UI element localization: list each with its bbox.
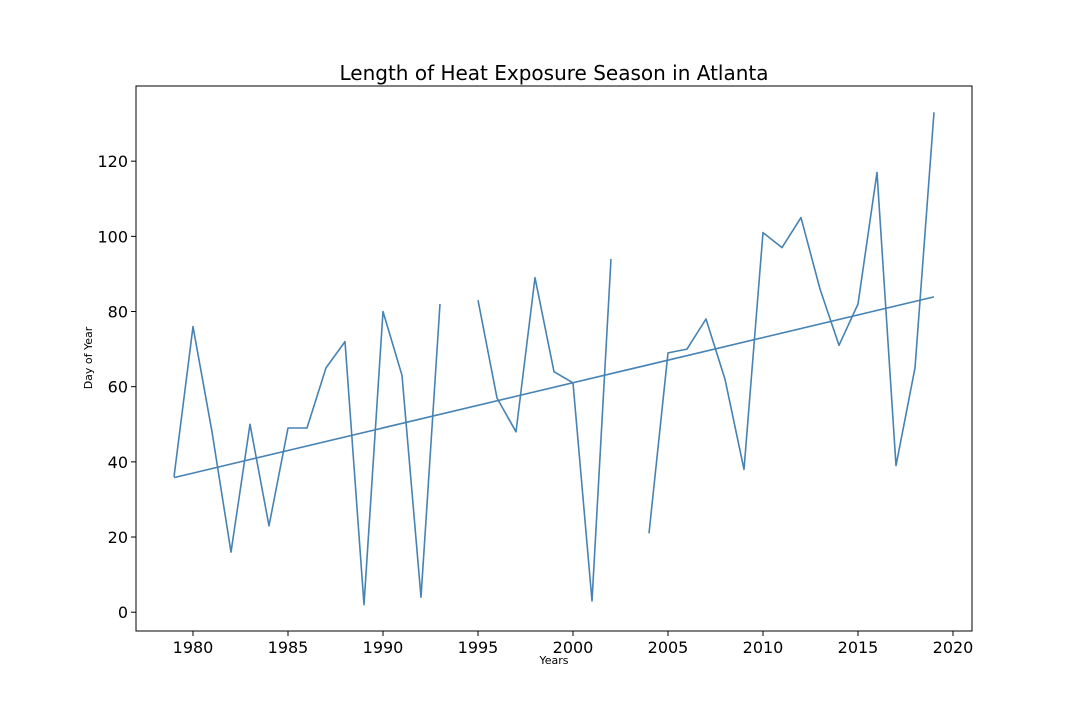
plot-frame bbox=[135, 85, 973, 632]
series-line-segment-0 bbox=[173, 303, 441, 606]
y-axis: 0 20 40 60 80 100 120 bbox=[97, 152, 136, 622]
x-axis: 1980 1985 1990 1995 2000 2005 2010 2015 2020 bbox=[173, 631, 974, 657]
x-tick-label: 2020 bbox=[933, 638, 974, 657]
x-tick-label: 2000 bbox=[553, 638, 594, 657]
y-tick-label: 0 bbox=[118, 603, 128, 622]
y-tick-label: 120 bbox=[97, 152, 128, 171]
x-tick-label: 1985 bbox=[268, 638, 309, 657]
y-tick-label: 100 bbox=[97, 227, 128, 246]
x-tick-label: 2010 bbox=[743, 638, 784, 657]
series-line-segment-1 bbox=[477, 258, 612, 602]
plot-lines bbox=[173, 112, 935, 606]
x-axis-label: Years bbox=[538, 654, 568, 667]
x-tick-label: 1980 bbox=[173, 638, 214, 657]
x-tick-label: 2005 bbox=[648, 638, 689, 657]
y-tick-label: 20 bbox=[108, 528, 128, 547]
chart-title: Length of Heat Exposure Season in Atlant… bbox=[339, 61, 768, 85]
trend-line-0 bbox=[173, 296, 935, 479]
x-tick-label: 2015 bbox=[838, 638, 879, 657]
y-tick-label: 40 bbox=[108, 453, 128, 472]
y-tick-label: 60 bbox=[108, 378, 128, 397]
x-tick-label: 1995 bbox=[458, 638, 499, 657]
x-tick-label: 1990 bbox=[363, 638, 404, 657]
y-tick-label: 80 bbox=[108, 303, 128, 322]
series-line-segment-2 bbox=[648, 112, 935, 534]
y-axis-label: Day of Year bbox=[82, 326, 95, 389]
